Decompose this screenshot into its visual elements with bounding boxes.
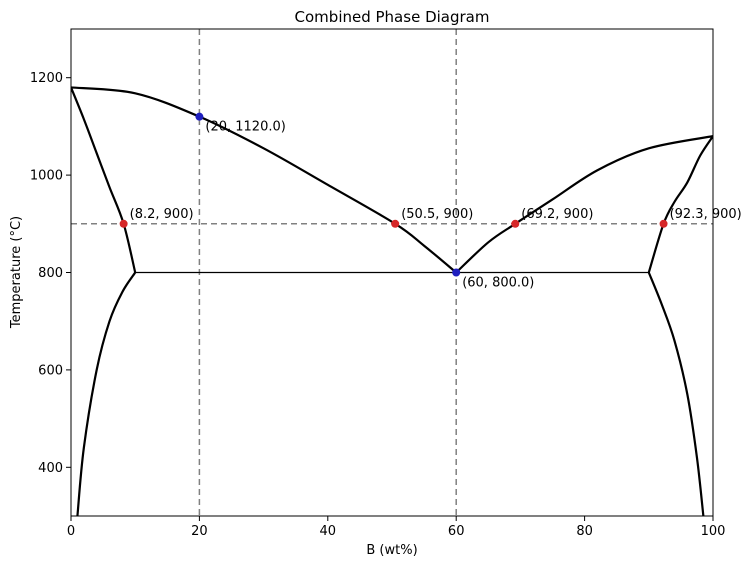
chart-title: Combined Phase Diagram — [295, 8, 490, 26]
blue-data-point — [195, 112, 204, 121]
plot-contents — [71, 29, 713, 516]
point-annotation: (92.3, 900) — [670, 207, 742, 222]
x-tick-label: 60 — [448, 524, 465, 539]
y-axis-label: Temperature (°C) — [9, 216, 24, 329]
y-tick-label: 800 — [38, 266, 63, 281]
red-data-point — [391, 219, 400, 228]
y-tick-label: 600 — [38, 363, 63, 378]
point-annotation: (60, 800.0) — [462, 276, 534, 291]
phase-boundary-curve — [71, 87, 137, 273]
blue-data-point — [452, 268, 461, 277]
point-annotation: (69.2, 900) — [521, 207, 593, 222]
red-data-point — [119, 219, 128, 228]
phase-boundary-curve — [71, 86, 457, 274]
phase-boundary-curve — [76, 271, 137, 516]
y-tick-label: 1000 — [30, 169, 63, 184]
x-tick-label: 100 — [701, 524, 726, 539]
phase-boundary-curve — [455, 135, 713, 274]
phase-boundary-curve — [647, 272, 705, 516]
red-data-point — [511, 219, 520, 228]
y-tick-label: 400 — [38, 461, 63, 476]
y-tick-label: 1200 — [30, 71, 63, 86]
x-tick-label: 20 — [191, 524, 208, 539]
point-annotation: (20, 1120.0) — [205, 120, 285, 135]
x-tick-label: 40 — [320, 524, 337, 539]
point-annotation: (8.2, 900) — [130, 207, 194, 222]
point-annotation: (50.5, 900) — [401, 207, 473, 222]
x-tick-label: 80 — [576, 524, 593, 539]
plot-area: (8.2, 900) (50.5, 900) (69.2, 900) (92.3, 9… — [30, 28, 742, 539]
red-data-point — [659, 219, 668, 228]
x-tick-label: 0 — [67, 524, 75, 539]
x-axis-label: B (wt%) — [366, 543, 417, 558]
